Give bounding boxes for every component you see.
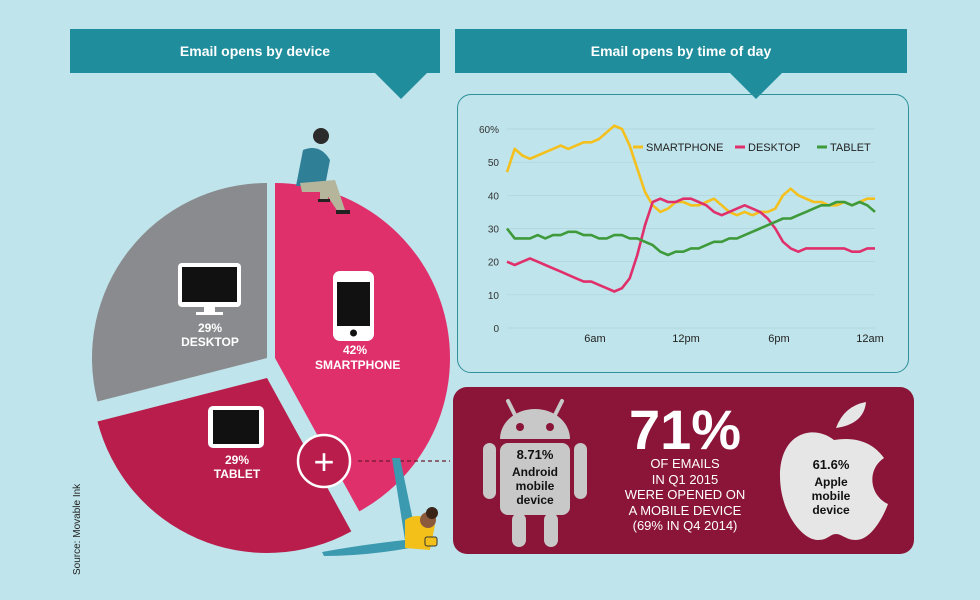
android-label-1: Android: [512, 465, 558, 479]
smartphone-icon: [333, 271, 374, 341]
plus-icon: +: [313, 441, 334, 482]
apple-label-1: Apple: [814, 475, 848, 489]
y-tick-label: 60%: [479, 125, 499, 136]
time-chart-title: Email opens by time of day: [455, 29, 907, 99]
mobile-summary: OF EMAILS IN Q1 2015 WERE OPENED ON A MO…: [590, 456, 780, 534]
source-credit: Source: Movable Ink: [72, 483, 83, 575]
y-tick-label: 40: [488, 191, 500, 202]
android-value: 8.71%: [516, 447, 554, 462]
pie-slice-smartphone: [275, 183, 450, 512]
android-label-2: mobile: [515, 479, 555, 493]
sitting-person-illustration: [296, 128, 350, 214]
mobile-headline-pct: 71%: [628, 398, 742, 461]
y-tick-label: 0: [493, 324, 499, 335]
x-tick-label: 12pm: [672, 333, 700, 345]
apple-label-2: mobile: [811, 489, 851, 503]
android-robot-icon: [483, 399, 587, 547]
device-pie-chart: +: [92, 128, 450, 556]
series-line-smartphone: [505, 124, 875, 217]
y-tick-label: 50: [488, 158, 500, 169]
desktop-label: DESKTOP: [181, 335, 239, 349]
monitor-icon: [178, 263, 241, 315]
expand-plus-button[interactable]: [296, 433, 352, 489]
mobile-summary-line-2: IN Q1 2015: [651, 471, 719, 487]
time-of-day-line-chart: 60% 50 40 30 20 10 0 6am 12pm 6pm 12am SMARTPHONE…: [479, 124, 884, 345]
smartphone-pct: 42%: [342, 343, 368, 357]
y-tick-label: 20: [488, 258, 500, 269]
mobile-summary-line-1: OF EMAILS: [650, 456, 720, 471]
device-chart-title: Email opens by device: [70, 29, 440, 99]
mobile-summary-line-4: A MOBILE DEVICE: [628, 502, 742, 518]
tablet-pct: 29%: [224, 453, 250, 467]
x-tick-label: 12am: [856, 333, 884, 345]
android-label-3: device: [516, 493, 554, 507]
legend-label: TABLET: [830, 142, 871, 154]
smartphone-label: SMARTPHONE: [315, 358, 401, 372]
desktop-pct: 29%: [197, 321, 223, 335]
y-tick-label: 10: [488, 291, 500, 302]
tablet-icon: [208, 406, 264, 448]
x-tick-label: 6am: [584, 333, 605, 345]
apple-value: 61.6%: [812, 457, 850, 472]
legend-label: SMARTPHONE: [646, 142, 723, 154]
apple-label-3: device: [812, 503, 850, 517]
legend-label: DESKTOP: [748, 142, 800, 154]
pie-slice-tablet: [97, 378, 352, 554]
series-line-desktop: [506, 197, 875, 293]
apple-logo-icon: [780, 402, 888, 540]
y-tick-label: 30: [488, 225, 500, 236]
stretching-person-illustration: [322, 458, 438, 556]
time-of-day-panel: [457, 94, 909, 373]
tablet-label: TABLET: [213, 467, 261, 481]
series-line-tablet: [505, 200, 876, 257]
x-tick-label: 6pm: [768, 333, 789, 345]
mobile-summary-line-5: (69% IN Q4 2014): [632, 518, 738, 533]
mobile-summary-line-3: WERE OPENED ON: [624, 487, 746, 502]
